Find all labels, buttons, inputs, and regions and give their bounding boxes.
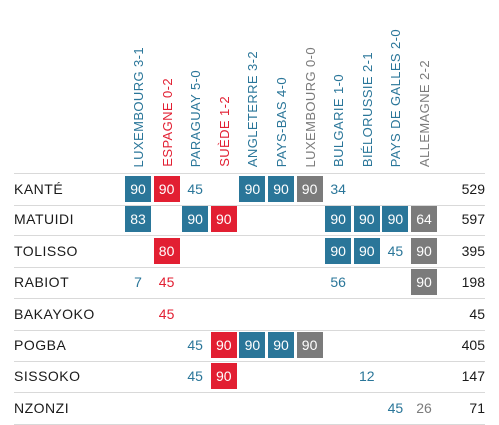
minutes-cell: 56 [330,274,346,291]
minutes-cell: 90 [210,363,237,390]
minutes-cell: 45 [187,181,203,197]
total-minutes: 405 [461,337,485,353]
minutes-cell: 90 [353,237,380,264]
total-minutes: 395 [461,242,485,259]
total-minutes: 45 [469,305,485,322]
minutes-cell: 90 [268,176,294,202]
minutes-cell: 45 [187,337,203,353]
total-minutes: 147 [461,368,485,385]
minutes-cell: 90 [296,176,323,202]
match-label: BULGARIE 1-0 [331,74,347,167]
match-label: ANGLETERRE 3-2 [245,50,261,167]
match-header: ANGLETERRE 3-2 [239,7,266,167]
minutes-cell: 90 [210,332,237,358]
table-row: MATUIDI 83 90 90 90 90 90 64 597 [14,204,485,237]
total-minutes: 529 [461,181,485,197]
match-header: LUXEMBOURG 0-0 [297,7,324,167]
match-header: ALLEMAGNE 2-2 [411,7,438,167]
match-label: PARAGUAY 5-0 [188,69,204,167]
player-name: SISSOKO [14,368,81,385]
minutes-cell: 90 [239,332,266,358]
minutes-cell: 90 [239,176,266,202]
player-name: MATUIDI [14,211,75,228]
minutes-cell: 7 [134,274,142,291]
minutes-cell: 90 [353,206,380,233]
match-header: PARAGUAY 5-0 [182,7,209,167]
minutes-cell: 90 [125,176,151,202]
match-header: PAYS-BAS 4-0 [268,7,295,167]
minutes-cell: 90 [411,237,437,264]
minutes-cell: 34 [330,181,346,197]
player-name: NZONZI [14,399,70,416]
total-minutes: 597 [461,211,485,228]
match-label: PAYS-BAS 4-0 [274,76,289,167]
minutes-cell: 90 [210,206,237,233]
player-name: POGBA [14,337,67,353]
minutes-cell: 90 [296,332,323,358]
total-minutes: 71 [469,399,485,416]
player-name: KANTÉ [14,181,64,197]
minutes-cell: 45 [387,242,404,259]
player-name: TOLISSO [14,242,78,259]
minutes-cell: 45 [187,368,203,385]
match-label: PAYS DE GALLES 2-0 [388,28,404,167]
minutes-cell: 12 [359,368,375,385]
match-header: ESPAGNE 0-2 [154,7,181,167]
match-header: BULGARIE 1-0 [325,7,352,167]
match-label: ESPAGNE 0-2 [159,78,175,167]
minutes-cell: 90 [325,206,352,233]
minutes-cell: 83 [125,206,151,233]
player-name: RABIOT [14,274,70,291]
minutes-cell: 26 [416,399,432,416]
table-row: POGBA 45 90 90 90 90 405 [14,330,485,362]
match-header: LUXEMBOURG 3-1 [125,7,152,167]
match-label: ALLEMAGNE 2-2 [417,59,432,167]
table-row: BAKAYOKO 45 45 [14,299,485,331]
minutes-cell: 90 [382,206,409,233]
table-row: RABIOT 7 45 56 90 198 [14,267,485,300]
minutes-cell: 90 [268,332,294,358]
minutes-cell: 80 [153,237,180,264]
match-header: PAYS DE GALLES 2-0 [382,7,409,167]
minutes-cell: 90 [411,269,437,296]
match-label: SUÈDE 1-2 [216,96,232,167]
match-label: LUXEMBOURG 0-0 [302,46,318,167]
total-minutes: 198 [461,274,485,291]
match-label: BIÉLORUSSIE 2-1 [359,51,375,167]
table-row: TOLISSO 80 90 90 45 90 395 [14,236,485,268]
minutes-cell: 45 [158,305,175,322]
table-row: KANTÉ 90 90 45 90 90 90 34 529 [14,173,485,206]
minutes-cell: 90 [153,176,180,202]
player-name: BAKAYOKO [14,305,95,322]
minutes-cell: 90 [182,206,209,233]
table-row: NZONZI 45 26 71 [14,393,485,425]
match-header: SUÈDE 1-2 [211,7,238,167]
table-row: SISSOKO 45 90 12 147 [14,361,485,394]
match-header: BIÉLORUSSIE 2-1 [354,7,381,167]
minutes-cell: 64 [411,206,437,233]
minutes-cell: 90 [325,237,352,264]
match-label: LUXEMBOURG 3-1 [131,46,146,167]
minutes-cell: 45 [158,274,175,291]
minutes-cell: 45 [387,399,404,416]
